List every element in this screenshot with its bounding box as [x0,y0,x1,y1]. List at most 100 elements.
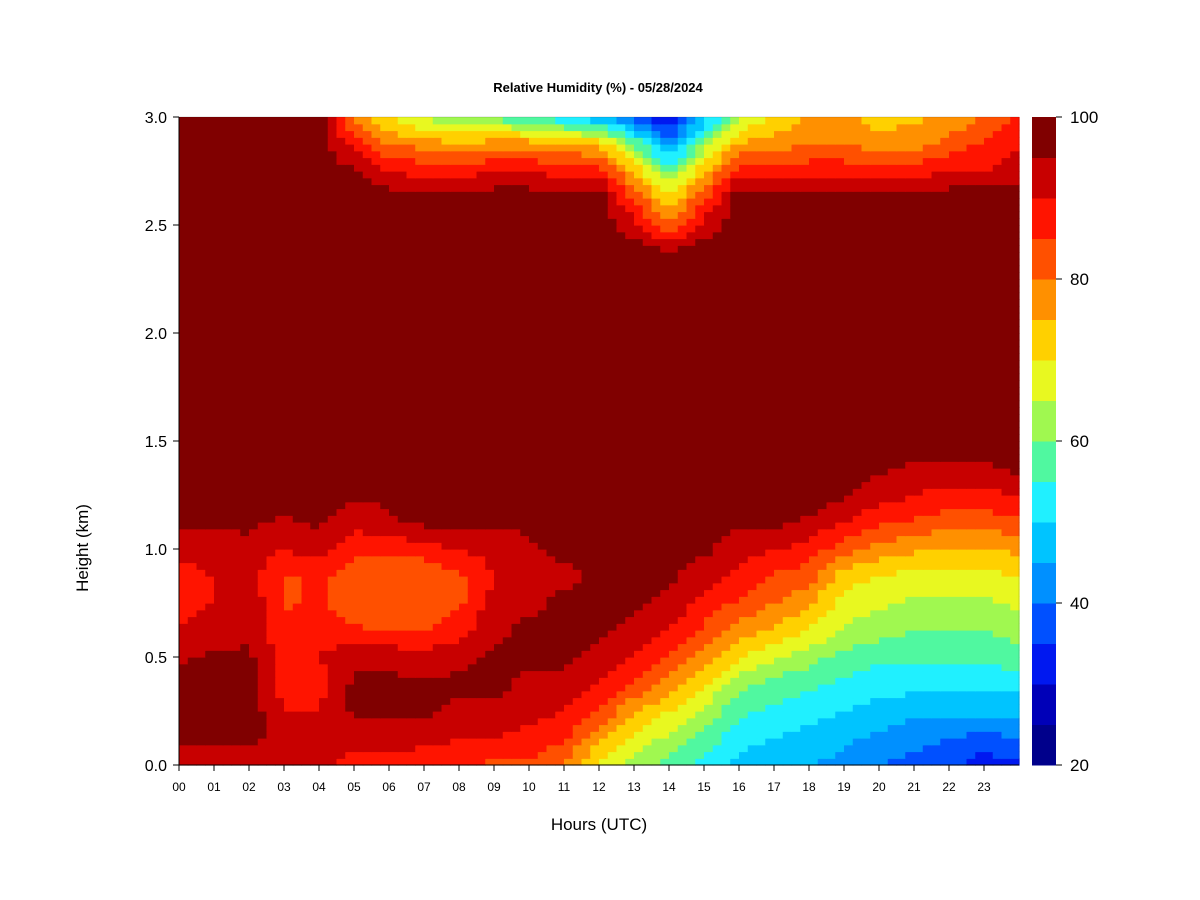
heatmap-cell [966,542,976,550]
heatmap-cell [240,690,250,699]
heatmap-cell [389,650,399,658]
heatmap-cell [844,717,854,726]
heatmap-cell [887,549,898,557]
heatmap-cell [730,522,740,530]
heatmap-cell [817,758,828,766]
heatmap-cell [870,474,880,483]
heatmap-cell [826,684,836,692]
heatmap-cell [782,724,793,732]
heatmap-cell [502,576,513,584]
heatmap-cell [502,616,513,624]
heatmap-cell [432,704,443,712]
heatmap-cell [214,569,224,577]
heatmap-cell [660,609,670,618]
heatmap-cell [546,751,556,759]
heatmap-cell [205,447,215,456]
heatmap-cell [196,690,206,699]
heatmap-cell [774,758,784,766]
heatmap-cell [607,542,618,550]
heatmap-cell [284,630,294,638]
heatmap-cell [424,434,434,442]
heatmap-cell [196,562,206,570]
heatmap-cell [205,636,215,645]
heatmap-cell [354,549,364,557]
heatmap-cell [397,731,408,739]
heatmap-cell [196,495,206,503]
heatmap-cell [800,677,810,685]
heatmap-cell [231,528,241,537]
heatmap-cell [249,528,259,537]
heatmap-cell [397,677,408,685]
heatmap-cell [415,576,425,584]
heatmap-cell [275,603,285,611]
heatmap-cell [205,650,215,658]
heatmap-cell [214,441,224,449]
heatmap-cell [590,744,600,753]
heatmap-cell [590,501,600,510]
heatmap-cell [292,474,303,483]
heatmap-cell [555,690,565,699]
heatmap-cell [896,630,906,638]
heatmap-cell [625,690,635,699]
heatmap-cell [205,657,215,665]
heatmap-cell [817,481,828,489]
heatmap-cell [669,542,679,550]
heatmap-cell [292,596,303,604]
heatmap-cell [380,690,390,699]
heatmap-cell [791,690,801,699]
heatmap-cell [292,420,303,429]
heatmap-cell [546,582,556,591]
heatmap-cell [590,495,600,503]
heatmap-cell [572,508,583,516]
heatmap-cell [739,704,749,712]
heatmap-cell [966,717,976,726]
heatmap-cell [870,434,880,442]
heatmap-cell [485,717,495,726]
heatmap-cell [485,724,495,732]
heatmap-cell [931,555,941,564]
heatmap-cell [511,434,521,442]
heatmap-cell [879,711,889,719]
heatmap-cell [406,657,416,665]
heatmap-cell [511,744,521,753]
heatmap-cell [940,454,950,462]
heatmap-cell [284,528,294,537]
heatmap-cell [625,582,635,591]
heatmap-cell [992,657,1003,665]
heatmap-cell [817,522,828,530]
heatmap-cell [625,508,635,516]
heatmap-cell [564,738,574,746]
heatmap-cell [791,731,801,739]
heatmap-cell [231,441,241,449]
heatmap-cell [511,495,521,503]
heatmap-cell [642,630,653,638]
heatmap-cell [266,758,276,766]
heatmap-cell [327,488,338,496]
heatmap-cell [476,684,486,692]
heatmap-cell [966,724,976,732]
heatmap-cell [397,657,408,665]
heatmap-cell [231,427,241,435]
heatmap-cell [791,481,801,489]
heatmap-cell [607,603,618,611]
heatmap-cell [616,603,626,611]
heatmap-cell [695,751,705,759]
heatmap-cell [319,690,329,699]
heatmap-cell [774,447,784,456]
heatmap-cell [975,474,985,483]
heatmap-cell [730,630,740,638]
heatmap-cell [844,603,854,611]
heatmap-cell [275,609,285,618]
heatmap-cell [826,596,836,604]
heatmap-cell [476,650,486,658]
heatmap-cell [354,447,364,456]
heatmap-cell [240,528,250,537]
heatmap-cell [695,535,705,543]
heatmap-cell [214,481,224,489]
heatmap-cell [721,427,731,435]
heatmap-cell [476,616,486,624]
heatmap-cell [800,481,810,489]
heatmap-cell [441,562,451,570]
heatmap-cell [467,636,478,645]
heatmap-cell [861,616,871,624]
